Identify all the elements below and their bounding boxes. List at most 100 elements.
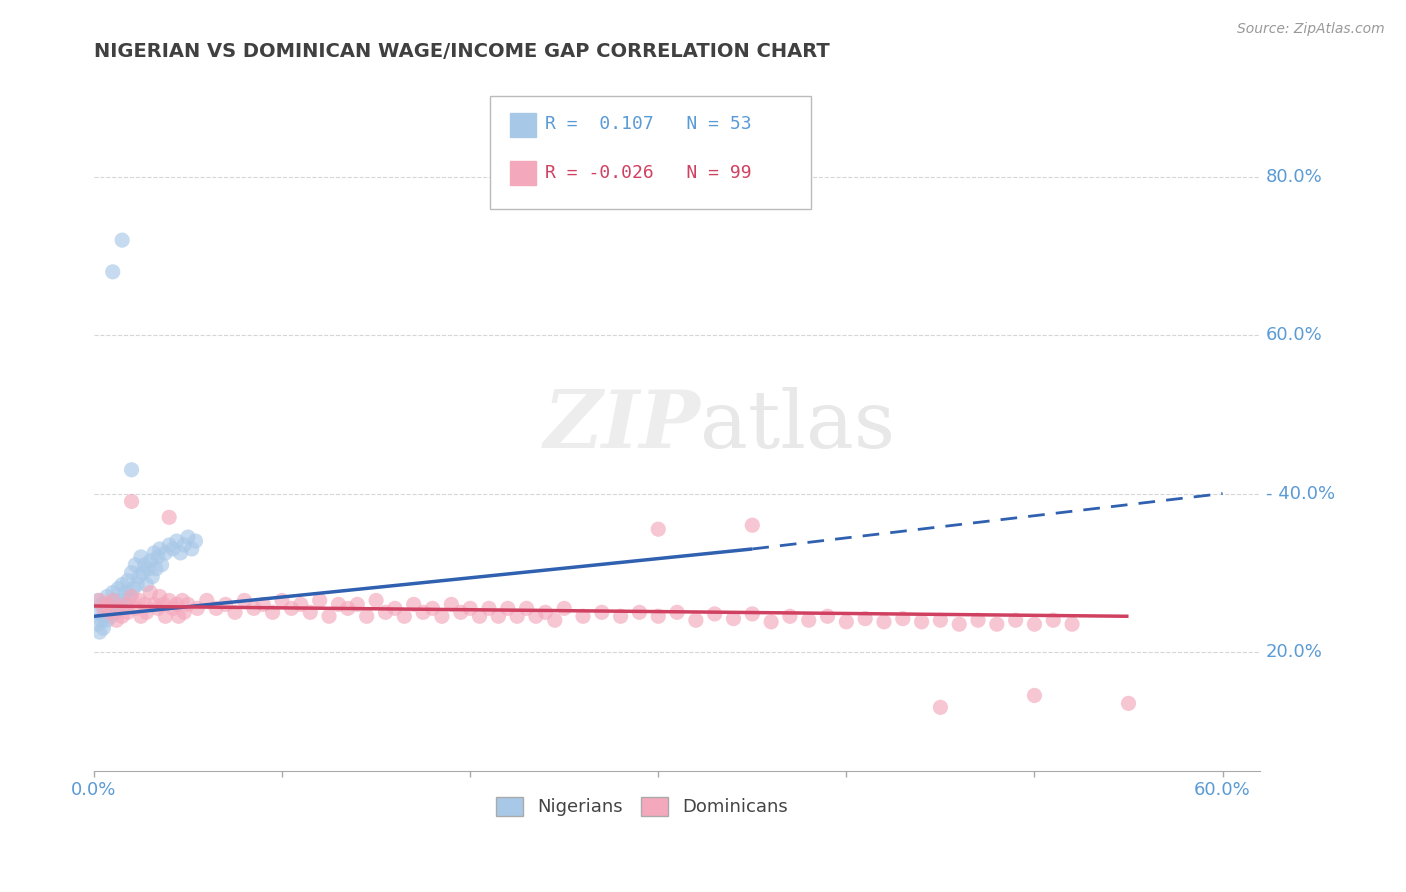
Point — [117, 574, 139, 588]
Point — [468, 609, 491, 624]
Point — [967, 613, 990, 627]
Point — [243, 601, 266, 615]
Point — [121, 566, 143, 580]
Point — [486, 609, 509, 624]
Text: 60.0%: 60.0% — [1265, 326, 1323, 344]
Point — [516, 601, 538, 615]
Point — [162, 541, 184, 556]
Point — [101, 593, 124, 607]
Point — [186, 601, 208, 615]
Point — [346, 598, 368, 612]
Point — [214, 598, 236, 612]
Point — [308, 593, 330, 607]
Point — [986, 617, 1008, 632]
Point — [110, 598, 132, 612]
Text: R = -0.026   N = 99: R = -0.026 N = 99 — [546, 164, 752, 182]
Point — [1024, 617, 1046, 632]
Point — [478, 601, 501, 615]
Point — [90, 613, 112, 627]
Point — [129, 549, 152, 564]
Point — [146, 601, 169, 615]
Point — [252, 598, 274, 612]
Point — [127, 577, 149, 591]
Point — [929, 613, 952, 627]
Point — [111, 233, 134, 247]
Point — [118, 590, 141, 604]
Point — [104, 593, 127, 607]
Point — [105, 605, 128, 619]
Point — [143, 546, 166, 560]
Point — [110, 601, 132, 615]
Point — [124, 601, 146, 615]
Point — [91, 609, 114, 624]
Point — [115, 585, 138, 599]
Point — [572, 609, 595, 624]
Point — [122, 582, 145, 596]
Text: - 40.0%: - 40.0% — [1265, 484, 1336, 502]
Point — [797, 613, 820, 627]
Point — [177, 598, 200, 612]
Point — [553, 601, 575, 615]
Point — [422, 601, 444, 615]
Text: NIGERIAN VS DOMINICAN WAGE/INCOME GAP CORRELATION CHART: NIGERIAN VS DOMINICAN WAGE/INCOME GAP CO… — [94, 42, 830, 61]
Point — [666, 605, 689, 619]
Point — [124, 558, 146, 572]
Point — [96, 590, 118, 604]
Point — [173, 538, 195, 552]
Point — [873, 615, 896, 629]
Point — [835, 615, 858, 629]
Point — [703, 607, 725, 621]
Point — [101, 265, 124, 279]
Point — [149, 541, 172, 556]
Point — [817, 609, 839, 624]
Point — [262, 605, 284, 619]
Point — [430, 609, 453, 624]
Point — [647, 609, 669, 624]
Point — [157, 538, 180, 552]
Point — [948, 617, 970, 632]
Point — [111, 609, 134, 624]
Point — [145, 562, 167, 576]
Point — [290, 598, 312, 612]
Point — [1004, 613, 1026, 627]
Point — [86, 617, 108, 632]
Point — [177, 530, 200, 544]
Point — [271, 593, 294, 607]
Point — [150, 558, 173, 572]
Bar — [510, 112, 536, 136]
Point — [647, 522, 669, 536]
Point — [121, 590, 143, 604]
Point — [364, 593, 387, 607]
Point — [167, 609, 190, 624]
Point — [496, 601, 519, 615]
Point — [166, 534, 188, 549]
Point — [450, 605, 472, 619]
Point — [86, 593, 108, 607]
Point — [111, 577, 134, 591]
Point — [105, 613, 128, 627]
Point — [89, 593, 111, 607]
Point — [139, 585, 162, 599]
Point — [195, 593, 218, 607]
Legend: Nigerians, Dominicans: Nigerians, Dominicans — [489, 790, 796, 823]
Point — [132, 566, 155, 580]
Point — [134, 558, 156, 572]
Point — [172, 593, 194, 607]
Point — [280, 601, 302, 615]
Point — [356, 609, 378, 624]
Point — [149, 590, 172, 604]
Point — [180, 541, 202, 556]
Point — [139, 554, 162, 568]
Point — [90, 598, 112, 612]
Point — [299, 605, 322, 619]
Text: Source: ZipAtlas.com: Source: ZipAtlas.com — [1237, 22, 1385, 37]
Point — [143, 598, 166, 612]
Point — [458, 601, 481, 615]
Point — [1062, 617, 1084, 632]
Point — [98, 598, 121, 612]
Point — [115, 598, 138, 612]
Point — [135, 577, 157, 591]
Point — [121, 463, 143, 477]
Point — [117, 605, 139, 619]
Point — [609, 609, 631, 624]
